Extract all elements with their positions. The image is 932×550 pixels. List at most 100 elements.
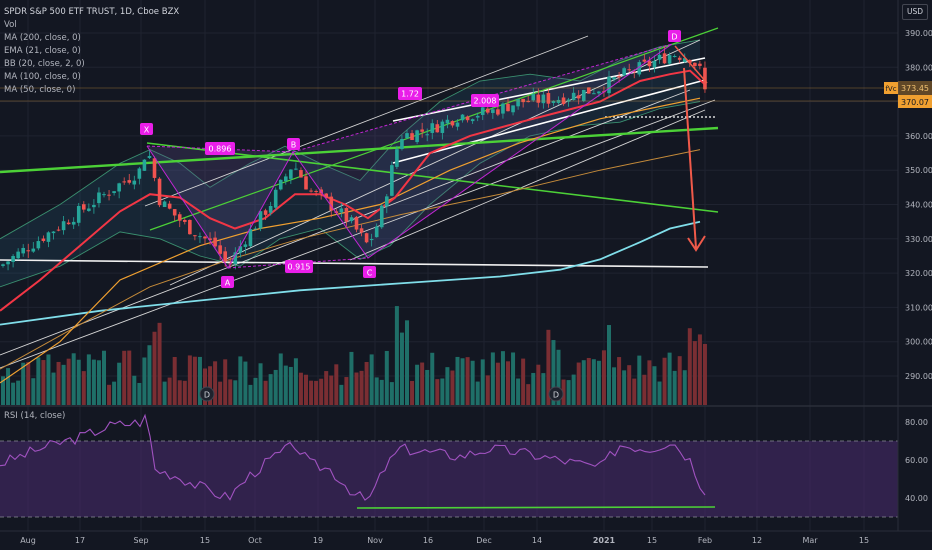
candle-body (71, 221, 76, 225)
candle-body (688, 59, 692, 63)
candle-body (682, 58, 687, 62)
volume-bar (243, 361, 248, 405)
legend-ema21[interactable]: EMA (21, close, 0) (4, 46, 81, 56)
candle-body (455, 122, 460, 127)
candle-body (309, 190, 313, 192)
volume-bar (521, 358, 526, 405)
candle-body (536, 94, 541, 103)
candle-body (435, 124, 440, 133)
volume-bar (425, 369, 430, 405)
candle-body (21, 247, 25, 254)
time-tick: 17 (75, 536, 85, 545)
dividend-marker-1[interactable]: D (199, 386, 215, 402)
bollinger-band-fill (0, 39, 700, 287)
ma-200-line (0, 220, 701, 326)
volume-bar (147, 345, 152, 405)
volume-bar (117, 362, 122, 405)
legend-ma200[interactable]: MA (200, close, 0) (4, 33, 81, 43)
candle-body (162, 201, 167, 208)
legend-volume[interactable]: Vol (4, 20, 17, 30)
pattern-xab-fill (147, 146, 293, 268)
candle-body (278, 179, 283, 190)
legend-bb[interactable]: BB (20, close, 2, 0) (4, 59, 85, 69)
candle-body (92, 204, 96, 208)
price-tick: 320.00 (905, 269, 932, 278)
volume-bar (384, 350, 389, 405)
candle-body (677, 57, 682, 60)
volume-bar (288, 366, 293, 405)
volume-bar (81, 371, 86, 405)
pattern-label-x: X (140, 123, 153, 135)
candle-body (26, 250, 31, 252)
symbol-title[interactable]: SPDR S&P 500 ETF TRUST, 1D, Cboe BZX (4, 7, 180, 17)
pattern-label-d: D (668, 30, 681, 42)
volume-bar (702, 343, 707, 405)
svg-text:D: D (204, 391, 210, 400)
svg-text:fVc: fVc (885, 85, 896, 93)
candle-body (470, 119, 475, 122)
candle-body (637, 62, 642, 75)
candle-body (521, 98, 525, 103)
volume-bar (36, 357, 41, 405)
volume-bar (662, 357, 667, 405)
ratio-label-bcd-1: 1.72 (398, 87, 422, 100)
candle-body (657, 54, 662, 60)
volume-bar (470, 360, 475, 405)
candle-body (314, 191, 318, 193)
legend-ma100[interactable]: MA (100, close, 0) (4, 72, 81, 82)
volume-bar (263, 380, 268, 405)
volume-bar (233, 380, 238, 405)
dividend-marker-2[interactable]: D (548, 386, 564, 402)
candle-body (289, 169, 293, 179)
volume-bar (480, 359, 485, 405)
candle-body (642, 59, 647, 62)
volume-bars (1, 306, 707, 405)
volume-bar (213, 361, 218, 405)
candle-body (56, 229, 61, 231)
bollinger-upper-line (0, 39, 701, 240)
candle-body (390, 165, 394, 196)
time-tick: 12 (752, 536, 762, 545)
candle-body (627, 69, 631, 71)
volume-bar (617, 357, 622, 405)
candle-body (400, 138, 404, 150)
candle-body (284, 176, 288, 182)
candle-body (556, 99, 561, 103)
volume-bar (632, 378, 637, 405)
time-tick: 15 (859, 536, 869, 545)
volume-bar (11, 382, 16, 405)
volume-bar (622, 370, 627, 405)
volume-bar (137, 382, 142, 405)
time-tick: Feb (698, 536, 712, 545)
volume-bar (506, 361, 510, 405)
volume-bar (440, 378, 445, 405)
volume-bar (677, 356, 682, 405)
volume-bar (399, 332, 404, 405)
horizontal-support-line (0, 259, 709, 268)
volume-bar (637, 355, 642, 405)
candle-body (203, 236, 207, 239)
candle-body (142, 159, 147, 171)
candle-body (183, 219, 187, 222)
price-tick: 390.00 (905, 29, 932, 38)
candle-body (208, 238, 212, 241)
volume-bar (405, 320, 409, 405)
volume-bar (258, 363, 263, 405)
rsi-legend[interactable]: RSI (14, close) (4, 411, 66, 421)
candle-body (662, 53, 667, 64)
volume-bar (475, 381, 480, 405)
candle-body (420, 129, 424, 132)
volume-bar (344, 377, 349, 405)
svg-text:2.008: 2.008 (474, 97, 497, 106)
legend-ma50[interactable]: MA (50, close, 0) (4, 85, 76, 95)
candle-body (238, 246, 243, 253)
currency-button[interactable]: USD (902, 4, 928, 20)
volume-bar (253, 377, 258, 405)
current-price-badge: 373.45 (898, 81, 932, 95)
candle-body (167, 203, 172, 209)
rsi-tick: 60.00 (905, 456, 928, 465)
candle-body (258, 211, 263, 229)
candle-body (592, 93, 596, 95)
volume-bar (435, 379, 440, 405)
